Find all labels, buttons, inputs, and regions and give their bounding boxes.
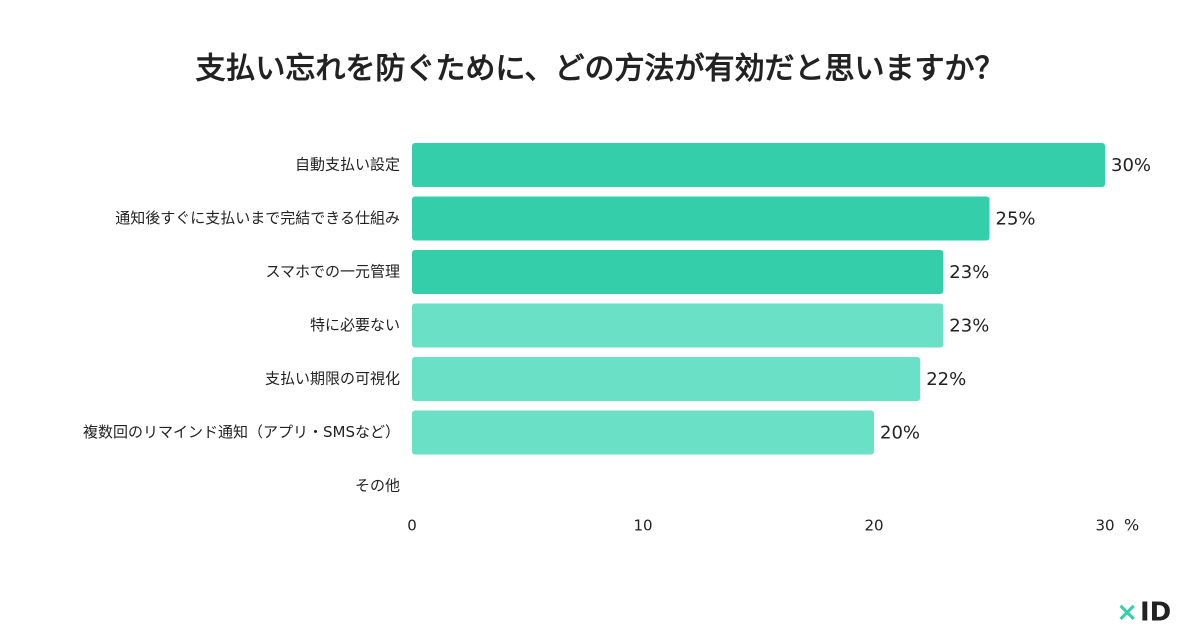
y-tick-label: 支払い期限の可視化: [265, 370, 400, 388]
y-tick-label: その他: [355, 477, 400, 495]
value-label: 25%: [996, 209, 1036, 230]
y-tick-label: 特に必要ない: [310, 316, 400, 334]
value-label: 22%: [926, 369, 966, 390]
bar: [412, 143, 1105, 187]
bar: [412, 250, 944, 294]
bar: [412, 410, 874, 455]
bar: [412, 357, 921, 401]
y-tick-label: 通知後すぐに支払いまで完結できる仕組み: [115, 209, 400, 227]
bar: [412, 303, 944, 348]
y-tick-label: 自動支払い設定: [295, 156, 400, 174]
y-tick-label: スマホでの一元管理: [265, 263, 400, 281]
x-tick-label: 10: [633, 517, 652, 535]
x-tick-label: 0: [407, 517, 417, 535]
value-label: 30%: [1111, 155, 1151, 176]
x-tick-label: 30: [1095, 517, 1114, 535]
y-tick-label: 複数回のリマインド通知（アプリ・SMSなど）: [83, 423, 400, 441]
logo-text: ID: [1140, 598, 1171, 628]
bar: [412, 196, 990, 241]
value-label: 23%: [949, 262, 989, 283]
value-label: 23%: [949, 316, 989, 337]
x-tick-label: 20: [864, 517, 883, 535]
x-axis-unit: %: [1124, 516, 1139, 535]
logo-mark: ×: [1116, 598, 1138, 628]
value-label: 20%: [880, 423, 920, 444]
chart-title: 支払い忘れを防ぐために、どの方法が有効だと思いますか？: [195, 52, 1004, 87]
